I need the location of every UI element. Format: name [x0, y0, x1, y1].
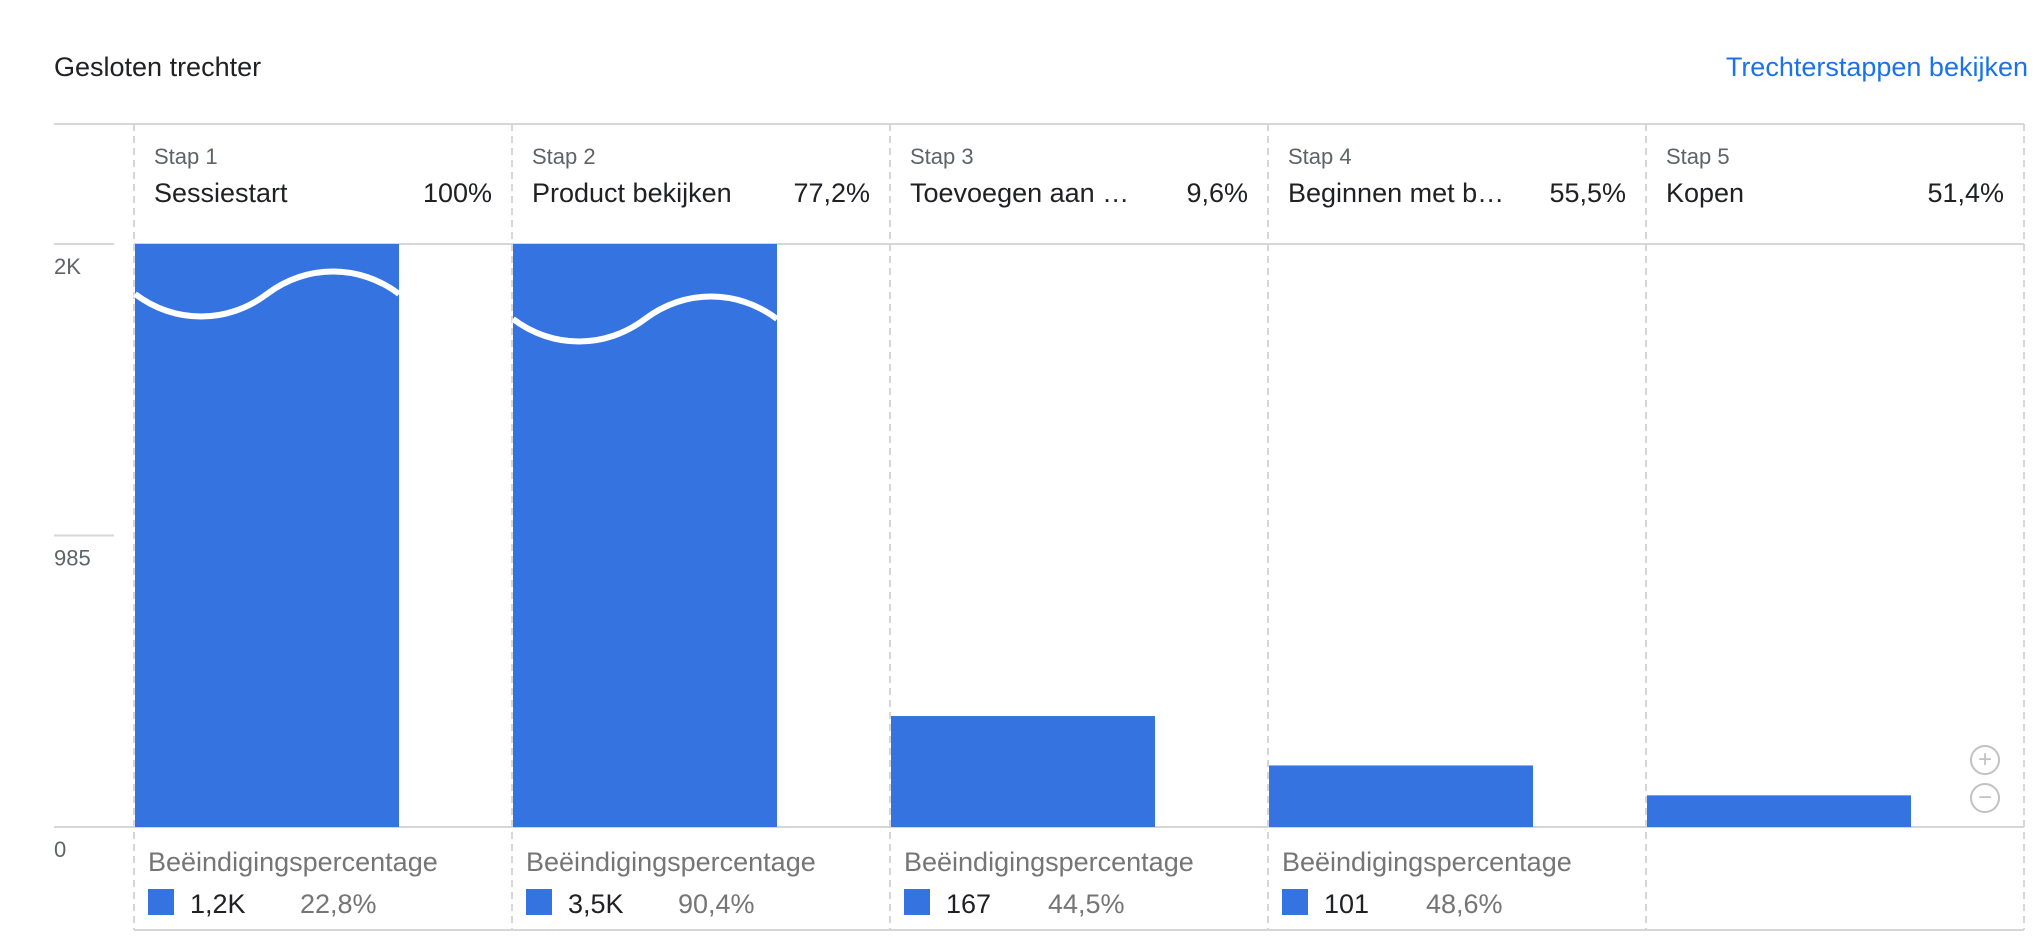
- axis-break-wave: [133, 268, 401, 320]
- step-label: Stap 2: [532, 144, 596, 169]
- dropoff-label: Beëindigingspercentage: [904, 847, 1194, 877]
- bar: [1269, 765, 1533, 827]
- bar: [513, 244, 777, 827]
- chart-title: Gesloten trechter: [54, 52, 262, 82]
- dropoff-label: Beëindigingspercentage: [148, 847, 438, 877]
- bar: [1647, 795, 1911, 827]
- zoom-out-icon[interactable]: −: [1970, 783, 2000, 813]
- dropoff-percentage: 44,5%: [1048, 889, 1125, 919]
- step-percentage: 9,6%: [1186, 178, 1248, 208]
- dropoff-value: 1,2K: [190, 889, 246, 919]
- dropoff-percentage: 48,6%: [1426, 889, 1503, 919]
- step-name: Product bekijken: [532, 178, 732, 208]
- step-percentage: 77,2%: [793, 178, 870, 208]
- dropoff-percentage: 22,8%: [300, 889, 377, 919]
- dropoff-percentage: 90,4%: [678, 889, 755, 919]
- dropoff-value: 167: [946, 889, 991, 919]
- bar: [135, 244, 399, 827]
- step-label: Stap 3: [910, 144, 974, 169]
- step-percentage: 55,5%: [1549, 178, 1626, 208]
- dropoff-value: 3,5K: [568, 889, 624, 919]
- view-funnel-steps-link[interactable]: Trechterstappen bekijken: [1725, 52, 2028, 82]
- step-name: Kopen: [1666, 178, 1744, 208]
- y-tick-label: 2K: [54, 254, 81, 279]
- axis-break-wave: [511, 293, 779, 345]
- dropoff-legend-swatch: [1282, 889, 1308, 915]
- step-percentage: 51,4%: [1927, 178, 2004, 208]
- y-tick-label: 985: [54, 546, 91, 571]
- bar: [891, 716, 1155, 827]
- dropoff-legend-swatch: [148, 889, 174, 915]
- dropoff-legend-swatch: [526, 889, 552, 915]
- step-name: Toevoegen aan …: [910, 178, 1129, 208]
- step-name: Beginnen met b…: [1288, 178, 1504, 208]
- y-tick-label: 0: [54, 837, 66, 862]
- zoom-in-icon[interactable]: +: [1970, 745, 2000, 775]
- dropoff-label: Beëindigingspercentage: [1282, 847, 1572, 877]
- dropoff-legend-swatch: [904, 889, 930, 915]
- step-label: Stap 5: [1666, 144, 1730, 169]
- step-label: Stap 4: [1288, 144, 1352, 169]
- step-label: Stap 1: [154, 144, 218, 169]
- dropoff-value: 101: [1324, 889, 1369, 919]
- step-name: Sessiestart: [154, 178, 288, 208]
- dropoff-label: Beëindigingspercentage: [526, 847, 816, 877]
- step-percentage: 100%: [423, 178, 492, 208]
